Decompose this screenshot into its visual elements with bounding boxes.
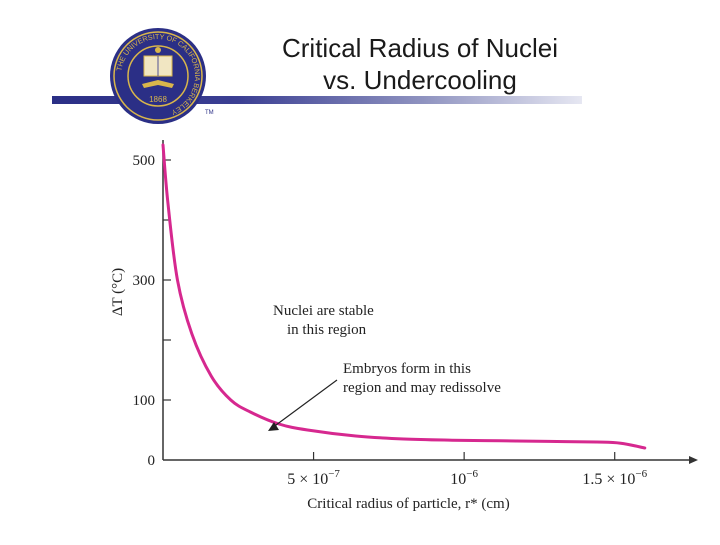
- critical-radius-curve: [161, 143, 647, 450]
- annotations: Nuclei are stable in this region Embryos…: [268, 303, 501, 431]
- header-band: [52, 96, 582, 104]
- annotation-stable-line-2: in this region: [287, 322, 367, 338]
- slide-header: THE UNIVERSITY OF CALIFORNIA BERKELEY 18…: [0, 0, 720, 128]
- x-tick-label: 1.5 × 10−6: [582, 468, 647, 488]
- undercooling-chart: 5 × 10−7 10−6 1.5 × 10−6 0 100 300 500 ΔT (°C)…: [110, 140, 698, 512]
- slide-title: Critical Radius of Nuclei vs. Undercooli…: [240, 32, 600, 96]
- y-tick-label: 0: [148, 453, 156, 469]
- y-axis-label: ΔT (°C): [110, 268, 126, 316]
- x-axis-label: Critical radius of particle, r* (cm): [307, 496, 509, 512]
- x-tick-label: 5 × 10−7: [287, 468, 340, 488]
- annotation-embryos-line-2: region and may redissolve: [343, 380, 501, 396]
- trademark-mark: TM: [205, 110, 214, 116]
- y-tick-label: 500: [133, 153, 156, 169]
- annotation-embryos-line-1: Embryos form in this: [343, 361, 471, 377]
- slide-title-line-2: vs. Undercooling: [323, 65, 517, 95]
- x-tick-label: 10−6: [450, 468, 478, 488]
- y-tick-label: 300: [133, 273, 156, 289]
- annotation-arrowhead: [268, 422, 279, 431]
- slide-title-line-1: Critical Radius of Nuclei: [282, 33, 558, 63]
- university-seal-logo: THE UNIVERSITY OF CALIFORNIA BERKELEY 18…: [110, 28, 206, 124]
- annotation-arrow: [271, 379, 338, 429]
- axis-labels: ΔT (°C) Critical radius of particle, r* …: [110, 268, 510, 512]
- ticks: 5 × 10−7 10−6 1.5 × 10−6 0 100 300 500: [133, 153, 648, 488]
- chart-area: 5 × 10−7 10−6 1.5 × 10−6 0 100 300 500 ΔT (°C)…: [0, 128, 720, 540]
- annotation-stable-line-1: Nuclei are stable: [273, 303, 374, 319]
- axes: [162, 140, 698, 464]
- svg-text:1868: 1868: [149, 95, 167, 104]
- x-axis-arrowhead: [689, 456, 698, 464]
- y-tick-label: 100: [133, 393, 156, 409]
